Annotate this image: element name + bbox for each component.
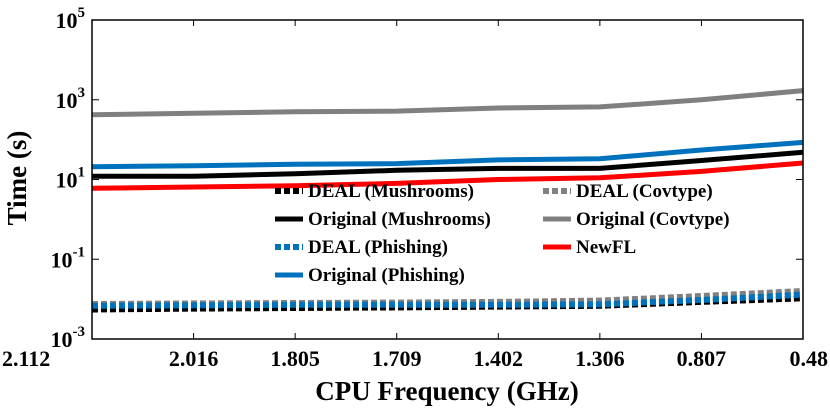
y-tick-label: 103 (56, 85, 86, 113)
y-axis-ticks: 10-3 10-1 101 103 105 (51, 5, 803, 352)
legend-label-original-phishing: Original (Phishing) (308, 265, 465, 286)
x-tick-label: 1.805 (270, 346, 320, 371)
legend: DEAL (Mushrooms) DEAL (Covtype) Original (… (275, 181, 730, 286)
series-line-original-phishing (91, 139, 804, 170)
x-axis-label: CPU Frequency (GHz) (315, 376, 578, 406)
series-line-newfl (91, 160, 804, 191)
series-line-original-mushrooms (92, 149, 804, 179)
series-line-deal-phishing (91, 291, 804, 309)
x-tick-label: 2.016 (169, 346, 219, 371)
x-tick-label: 1.402 (474, 346, 524, 371)
y-axis-label: Time (s) (2, 131, 32, 226)
x-tick-label: 1.709 (372, 346, 422, 371)
legend-label-original-mushrooms: Original (Mushrooms) (308, 209, 491, 230)
x-tick-label: 2.112 (2, 346, 50, 371)
legend-label-original-covtype: Original (Covtype) (576, 209, 730, 230)
series-layer (91, 88, 804, 313)
x-tick-label: 1.306 (575, 346, 625, 371)
x-tick-label: 0.807 (677, 346, 727, 371)
y-tick-label: 10-1 (51, 244, 86, 272)
y-tick-label: 101 (56, 165, 86, 193)
legend-label-deal-mushrooms: DEAL (Mushrooms) (308, 181, 474, 202)
series-line-original-covtype (91, 88, 804, 118)
legend-label-deal-covtype: DEAL (Covtype) (576, 181, 713, 202)
y-tick-label: 10-3 (51, 324, 86, 352)
x-tick-label: 0.48 (790, 346, 829, 371)
legend-label-deal-phishing: DEAL (Phishing) (308, 237, 448, 258)
x-axis-ticks: 2.112 2.016 1.805 1.709 1.402 1.306 0.807 0.48 (2, 20, 828, 371)
y-tick-label: 105 (56, 5, 86, 33)
legend-label-newfl: NewFL (576, 237, 636, 258)
